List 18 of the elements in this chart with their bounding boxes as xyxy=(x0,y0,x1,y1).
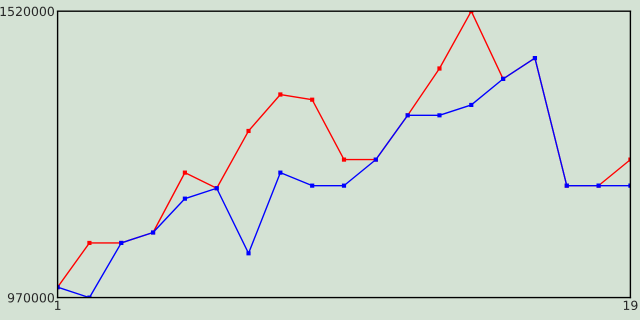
point xyxy=(310,184,314,188)
y-tick-label: 1520000 xyxy=(0,6,54,16)
point xyxy=(246,128,251,134)
point xyxy=(182,170,187,175)
point xyxy=(87,240,92,246)
point xyxy=(278,92,282,97)
x-tick-label: 19 xyxy=(624,300,638,310)
point xyxy=(437,66,442,71)
point xyxy=(342,158,346,162)
y-tick-label: 970000 xyxy=(8,293,54,303)
point xyxy=(246,251,251,256)
point xyxy=(469,102,474,108)
x-tick-label: 1 xyxy=(54,300,60,310)
point xyxy=(342,184,346,188)
point xyxy=(437,113,442,118)
point xyxy=(182,196,187,201)
point xyxy=(278,170,282,175)
point xyxy=(310,98,314,102)
